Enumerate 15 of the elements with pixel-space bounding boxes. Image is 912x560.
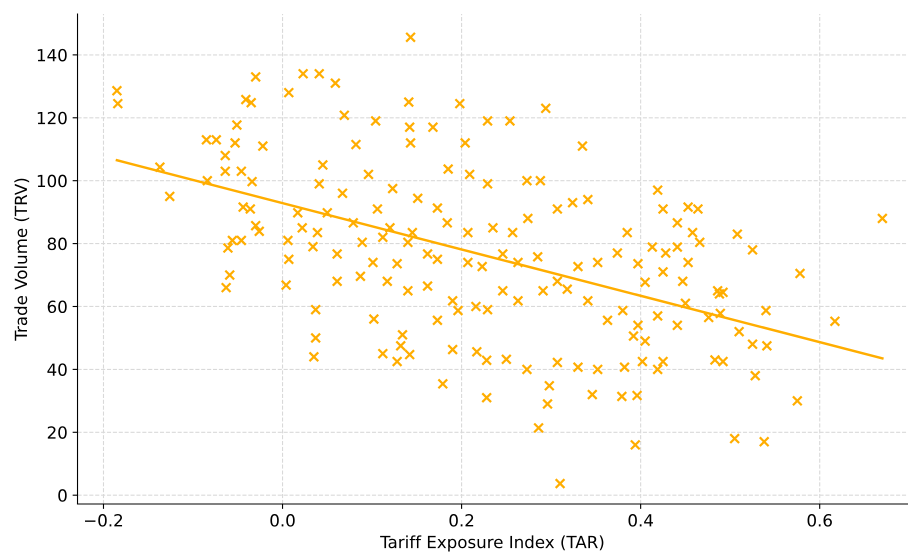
x-axis-title: Tariff Exposure Index (TAR) [380,535,604,552]
x-tick-label: 0.6 [808,514,832,527]
y-tick-label: 0 [58,489,67,502]
y-tick-label: 140 [38,48,67,62]
y-axis-title: Trade Volume (TRV) [14,178,30,341]
y-tick-label: 100 [38,174,67,188]
y-tick-label: 80 [48,238,67,250]
x-tick-label: 0.0 [270,514,295,527]
x-tick-label: 0.2 [449,514,474,527]
y-tick-label: 60 [48,300,67,314]
x-tick-label: −0.2 [85,514,122,527]
y-tick-label: 40 [47,363,67,376]
y-tick-label: 120 [38,112,67,124]
y-tick-label: 20 [48,426,67,439]
x-tick-label: 0.4 [628,514,653,527]
